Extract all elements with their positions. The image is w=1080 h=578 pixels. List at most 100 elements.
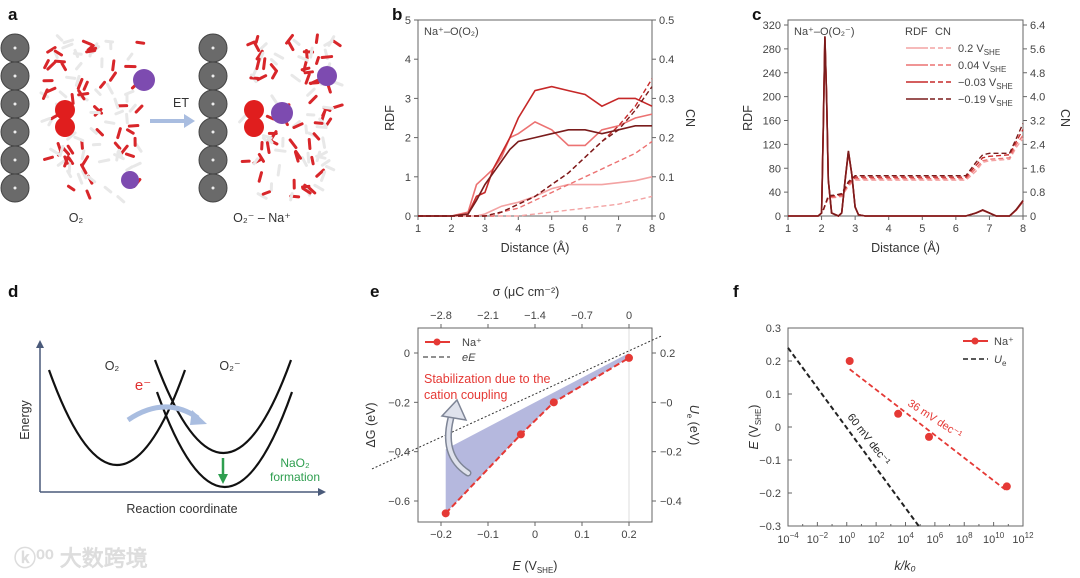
panel-d-energy-diagram: O₂ O₂⁻ e⁻ NaO₂ formation Energy Reaction… <box>18 340 326 516</box>
water-molecule <box>113 97 120 110</box>
atom-highlight <box>211 186 215 190</box>
panel-letter-a: a <box>8 5 18 24</box>
md-snapshot-before <box>0 33 155 204</box>
energy-axis-label: Energy <box>18 399 32 439</box>
water-molecule <box>297 55 309 62</box>
oxygen-atom <box>55 100 75 120</box>
legend-na-label: Na⁺ <box>462 337 482 349</box>
sodium-ion <box>317 66 337 86</box>
y2-tick-label: −0 <box>660 397 673 409</box>
y-axis-label: RDF <box>741 105 755 131</box>
panel-letter-f: f <box>733 282 739 301</box>
water-molecule <box>255 49 264 61</box>
water-molecule <box>58 144 65 157</box>
state-o2-minus-label: O₂⁻ <box>219 359 240 373</box>
water-molecule <box>320 170 327 182</box>
na-fit-line <box>849 368 1006 491</box>
water-molecule <box>132 161 142 168</box>
water-molecule <box>56 159 66 167</box>
x-tick-label: 102 <box>868 531 885 546</box>
panel-e-chart: −0.2 −0.1 0 0.1 0.2 −2.8 −2.1 −1.4 −0.7 0 0 −0.2 −0.… <box>364 285 701 575</box>
water-molecule <box>257 171 263 183</box>
water-molecule <box>103 185 113 194</box>
water-molecule <box>108 71 117 82</box>
panel-title: Na⁺–O(O₂) <box>424 26 479 38</box>
x-tick-label: 4 <box>515 223 521 235</box>
x-tick-label: 0 <box>532 529 538 541</box>
cn-line-2 <box>822 129 1024 211</box>
legend-header-cn: CN <box>935 26 951 38</box>
na-data-point <box>894 409 903 418</box>
water-molecule <box>249 76 260 80</box>
legend-eE-label: eE <box>462 352 476 364</box>
arc-arrowhead-icon <box>190 410 207 425</box>
x-tick-label: −0.2 <box>430 529 452 541</box>
y2-tick-label: 2.4 <box>1030 139 1045 151</box>
water-molecule <box>259 42 268 50</box>
stabilization-annotation: cation coupling <box>424 388 507 402</box>
y-tick-label: 0 <box>404 348 410 360</box>
water-molecule <box>271 69 279 80</box>
water-molecule <box>308 81 320 85</box>
water-molecule <box>67 156 75 165</box>
x-tick-label: 1010 <box>983 531 1005 546</box>
x2-tick-label: −2.8 <box>430 310 452 322</box>
water-molecule <box>116 195 126 204</box>
water-molecule <box>41 88 49 100</box>
water-molecule <box>128 103 137 113</box>
water-molecule <box>294 149 302 160</box>
water-molecule <box>127 124 140 128</box>
formation-label: formation <box>270 470 320 484</box>
water-molecule <box>312 132 321 141</box>
water-molecule <box>125 165 134 172</box>
water-molecule <box>77 91 90 97</box>
water-molecule <box>87 46 98 52</box>
water-molecule <box>73 135 85 143</box>
water-molecule <box>270 94 279 106</box>
atom-highlight <box>13 186 17 190</box>
x-tick-label: 4 <box>886 223 892 235</box>
water-molecule <box>286 39 295 52</box>
water-molecule <box>325 117 333 127</box>
water-molecule <box>62 147 71 156</box>
water-molecule <box>86 175 97 184</box>
legend-label: −0.03 VSHE <box>958 77 1013 91</box>
nao2-potential-curve <box>155 391 294 489</box>
water-molecule <box>134 104 144 114</box>
x-tick-label: 0.1 <box>574 529 589 541</box>
water-molecule <box>292 122 304 129</box>
x-tick-label: 106 <box>927 531 944 546</box>
y2-tick-label: 0.4 <box>659 54 674 66</box>
water-molecule <box>66 184 76 192</box>
x-tick-label: 5 <box>549 223 555 235</box>
y-tick-label: 4 <box>405 54 411 66</box>
y-tick-label: −0.2 <box>759 488 781 500</box>
y-tick-label: 0.1 <box>766 389 781 401</box>
water-molecule <box>111 59 116 72</box>
legend-na-label: Na⁺ <box>994 336 1014 348</box>
slope-label-60: 60 mV dec⁻¹ <box>845 411 893 468</box>
water-molecule <box>314 33 319 45</box>
water-molecule <box>306 87 316 97</box>
water-molecule <box>238 114 247 124</box>
water-molecule <box>46 46 57 54</box>
x2-tick-label: 0 <box>626 310 632 322</box>
x-tick-label: 3 <box>482 223 488 235</box>
water-molecule <box>265 114 275 121</box>
water-molecule <box>53 49 64 57</box>
water-molecule <box>114 109 124 116</box>
water-molecule <box>81 169 88 180</box>
x2-tick-label: −2.1 <box>477 310 499 322</box>
water-molecule <box>315 154 327 160</box>
water-molecule <box>104 39 115 44</box>
y2-tick-label: 5.6 <box>1030 44 1045 56</box>
water-molecule <box>99 80 107 89</box>
y2-tick-label: 0.2 <box>659 133 674 145</box>
legend-ue-label: Ue <box>994 354 1007 368</box>
plot-frame <box>787 327 1024 527</box>
y-tick-label: 280 <box>763 44 781 56</box>
na-data-point <box>625 353 633 362</box>
oxygen-atom <box>244 117 264 137</box>
water-molecule <box>289 192 294 202</box>
panel-title: Na⁺–O(O₂⁻) <box>794 26 855 38</box>
